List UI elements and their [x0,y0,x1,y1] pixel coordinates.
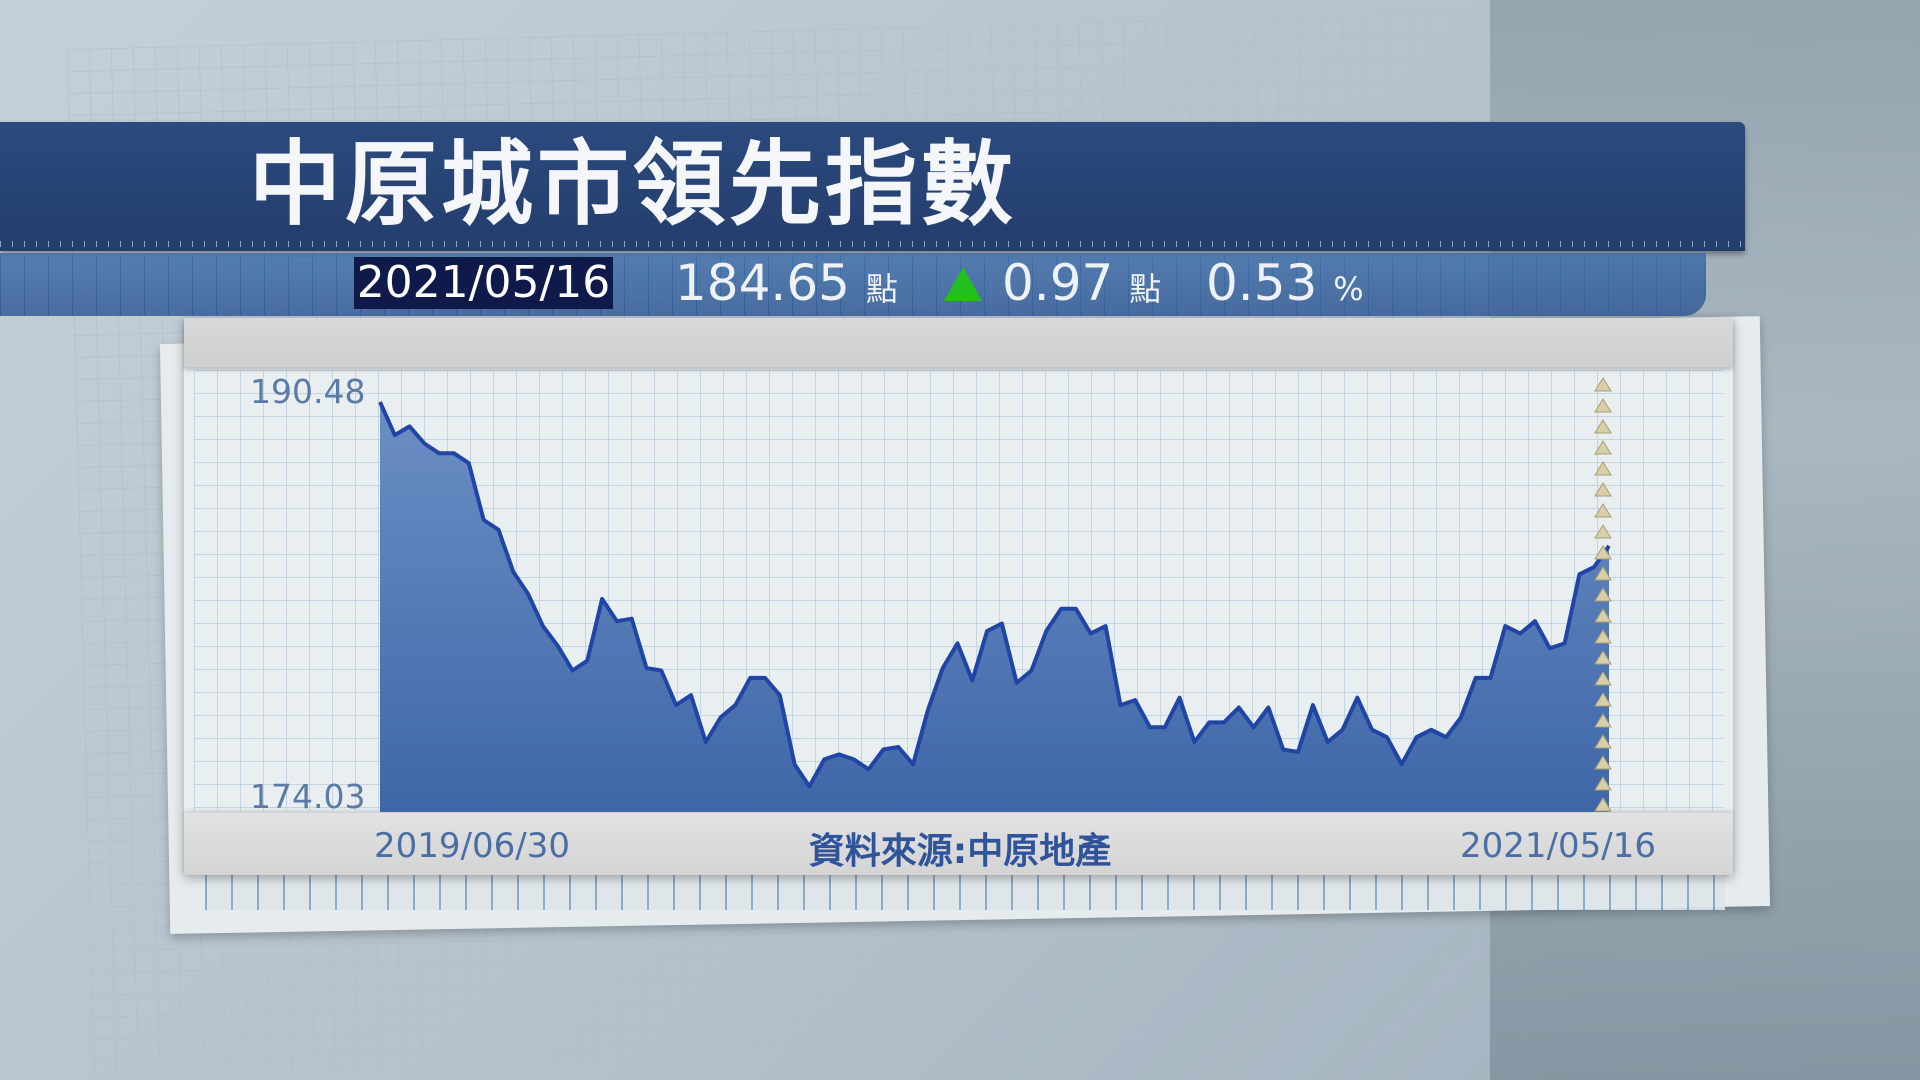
source-label: 資料來源:中原地產 [808,831,1112,872]
y-min-label: 174.03 [250,777,366,816]
percent-unit: % [1333,270,1364,308]
marker-triangle [1594,797,1612,812]
chart-title: 中原城市領先指數 [249,131,1018,238]
change-value: 0.97 點 [1002,253,1161,319]
change-unit: 點 [1129,270,1162,308]
marker-triangle [1594,545,1612,560]
title-bar: 中原城市領先指數 [0,122,1745,251]
index-value-number: 184.65 [675,254,850,312]
date-label: 2021/05/16 [354,257,613,309]
marker-triangle [1594,629,1612,644]
marker-triangle [1594,776,1612,791]
marker-triangle [1594,398,1612,413]
marker-triangle [1594,650,1612,665]
marker-triangle [1594,440,1612,455]
marker-triangle [1594,503,1612,518]
marker-triangle [1594,734,1612,749]
up-triangle-icon [944,267,982,301]
y-max-label: 190.48 [250,372,366,411]
marker-triangle [1594,482,1612,497]
x-end-label: 2021/05/16 [1460,826,1656,866]
marker-triangle [1594,566,1612,581]
series-line [378,401,1611,789]
panel-header-band [184,318,1733,367]
marker-triangle [1594,419,1612,434]
marker-triangle [1594,587,1612,602]
current-value-marker [1594,377,1612,812]
ruler-ticks [0,235,1745,247]
x-start-label: 2019/06/30 [374,826,570,866]
panel-footer-band [184,813,1733,875]
index-value: 184.65 點 [675,253,898,319]
marker-triangle [1594,713,1612,728]
change-percent-number: 0.53 [1206,254,1318,312]
marker-triangle [1594,524,1612,539]
marker-triangle [1594,377,1612,392]
marker-triangle [1594,692,1612,707]
marker-triangle [1594,671,1612,686]
marker-triangle [1594,461,1612,476]
series-area [380,402,1609,812]
marker-triangle [1594,608,1612,623]
change-value-number: 0.97 [1002,254,1114,312]
index-unit: 點 [865,270,898,308]
info-bar: 2021/05/16 184.65 點 0.97 點 0.53 % [0,253,1706,316]
marker-triangle [1594,755,1612,770]
change-percent: 0.53 % [1206,253,1364,319]
